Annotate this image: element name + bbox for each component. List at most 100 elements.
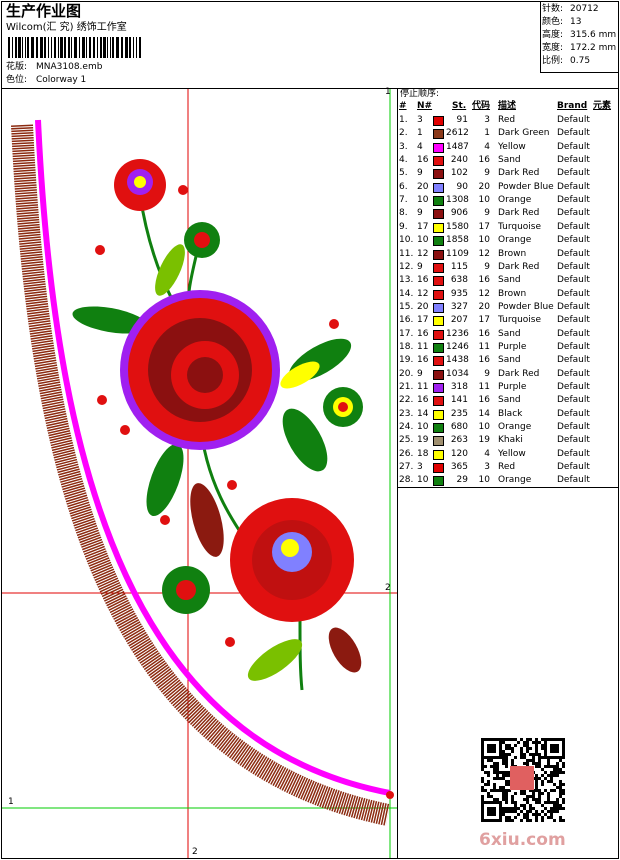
- qr-cell: [529, 795, 532, 798]
- qr-cell: [505, 783, 508, 786]
- qr-cell: [487, 807, 490, 810]
- qr-cell: [538, 789, 541, 792]
- label: 花版:: [6, 62, 28, 72]
- qr-cell: [544, 813, 547, 816]
- qr-cell: [523, 756, 526, 759]
- qr-cell: [535, 819, 538, 822]
- brand: Default: [557, 261, 590, 272]
- stitches: 1487: [446, 141, 469, 152]
- qr-cell: [484, 738, 487, 741]
- qr-cell: [529, 747, 532, 750]
- bar: [25, 37, 26, 58]
- qr-cell: [544, 744, 547, 747]
- qr-cell: [553, 756, 556, 759]
- qr-cell: [553, 789, 556, 792]
- qr-cell: [553, 819, 556, 822]
- brand: Default: [557, 395, 590, 406]
- qr-cell: [532, 807, 535, 810]
- qr-cell: [547, 792, 550, 795]
- qr-cell: [508, 738, 511, 741]
- brand: Default: [557, 422, 590, 433]
- brand: Default: [557, 448, 590, 459]
- qr-cell: [499, 816, 502, 819]
- code: 20: [478, 301, 490, 312]
- qr-cell: [502, 741, 505, 744]
- description: Orange: [498, 235, 532, 246]
- swatch: [433, 423, 444, 434]
- qr-cell: [487, 792, 490, 795]
- bar: [18, 37, 21, 58]
- qr-cell: [553, 810, 556, 813]
- column-header: 描述: [498, 101, 517, 111]
- bar: [15, 37, 17, 58]
- qr-cell: [487, 801, 490, 804]
- row-number: 22.: [399, 395, 414, 406]
- qr-cell: [502, 789, 505, 792]
- qr-cell: [544, 750, 547, 753]
- qr-cell: [493, 747, 496, 750]
- description: Purple: [498, 382, 527, 392]
- code: 16: [478, 395, 490, 406]
- qr-cell: [490, 807, 493, 810]
- qr-cell: [496, 777, 499, 780]
- stitches: 638: [450, 275, 468, 286]
- swatch: [433, 369, 444, 380]
- swatch: [433, 156, 444, 167]
- stitches: 327: [450, 301, 468, 312]
- bar: [93, 37, 95, 58]
- divider: [397, 88, 398, 859]
- qr-cell: [481, 816, 484, 819]
- qr-cell: [556, 774, 559, 777]
- needle: 12: [417, 288, 429, 299]
- qr-cell: [481, 777, 484, 780]
- stitches: 318: [450, 382, 468, 392]
- description: Orange: [498, 422, 532, 433]
- qr-cell: [532, 798, 535, 801]
- qr-cell: [481, 798, 484, 801]
- needle: 10: [417, 195, 429, 206]
- divider: [1, 88, 619, 89]
- column-header: St.: [452, 101, 467, 111]
- needle: 1: [417, 128, 423, 139]
- qr-cell: [481, 786, 484, 789]
- qr-cell: [502, 807, 505, 810]
- swatch: [433, 262, 444, 273]
- qr-cell: [523, 798, 526, 801]
- brand: Default: [557, 368, 590, 379]
- code: 17: [478, 221, 490, 232]
- stitches: 1438: [446, 355, 469, 366]
- bar: [71, 37, 72, 58]
- qr-cell: [481, 807, 484, 810]
- qr-cell: [547, 738, 550, 741]
- table-title: 停止顺序:: [400, 89, 440, 99]
- qr-cell: [481, 819, 484, 822]
- description: Sand: [498, 355, 521, 366]
- qr-cell: [487, 813, 490, 816]
- qr-cell: [535, 816, 538, 819]
- needle: 14: [417, 408, 429, 419]
- qr-cell: [487, 771, 490, 774]
- qr-cell: [556, 801, 559, 804]
- qr-cell: [520, 747, 523, 750]
- qr-cell: [496, 798, 499, 801]
- qr-cell: [562, 750, 565, 753]
- row-number: 19.: [399, 355, 414, 366]
- qr-cell: [550, 807, 553, 810]
- qr-cell: [556, 786, 559, 789]
- row-number: 25.: [399, 435, 414, 446]
- qr-cell: [550, 813, 553, 816]
- stitches: 2612: [446, 128, 469, 139]
- qr-cell: [562, 762, 565, 765]
- code: 11: [478, 341, 490, 352]
- qr-cell: [526, 744, 529, 747]
- swatch: [433, 276, 444, 287]
- qr-cell: [487, 810, 490, 813]
- code: 19: [478, 435, 490, 446]
- bar: [40, 37, 43, 58]
- qr-cell: [550, 810, 553, 813]
- brand: Default: [557, 115, 590, 125]
- qr-cell: [493, 786, 496, 789]
- qr-cell: [544, 765, 547, 768]
- qr-cell: [490, 789, 493, 792]
- qr-cell: [523, 789, 526, 792]
